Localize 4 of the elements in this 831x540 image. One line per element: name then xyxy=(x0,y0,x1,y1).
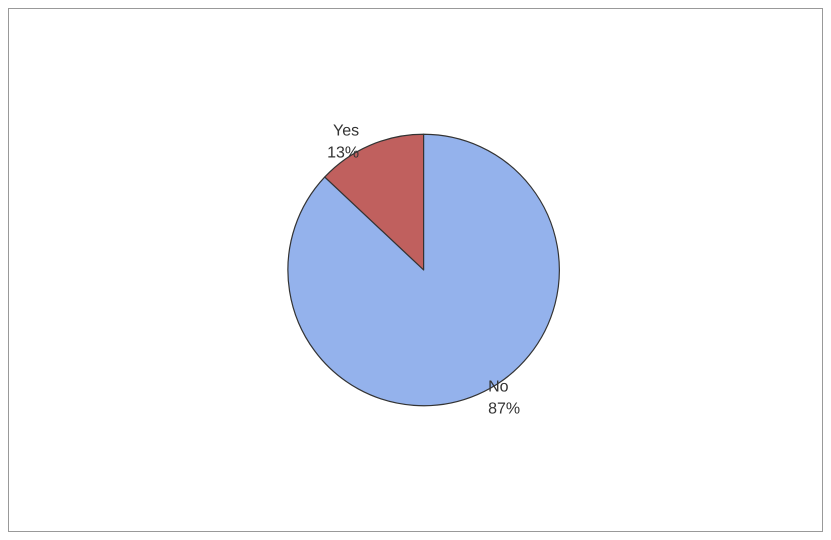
slice-label: No xyxy=(488,378,509,396)
data-label: 87% xyxy=(488,400,520,418)
data-label: 13% xyxy=(327,144,360,162)
slice-label: Yes xyxy=(333,122,360,140)
